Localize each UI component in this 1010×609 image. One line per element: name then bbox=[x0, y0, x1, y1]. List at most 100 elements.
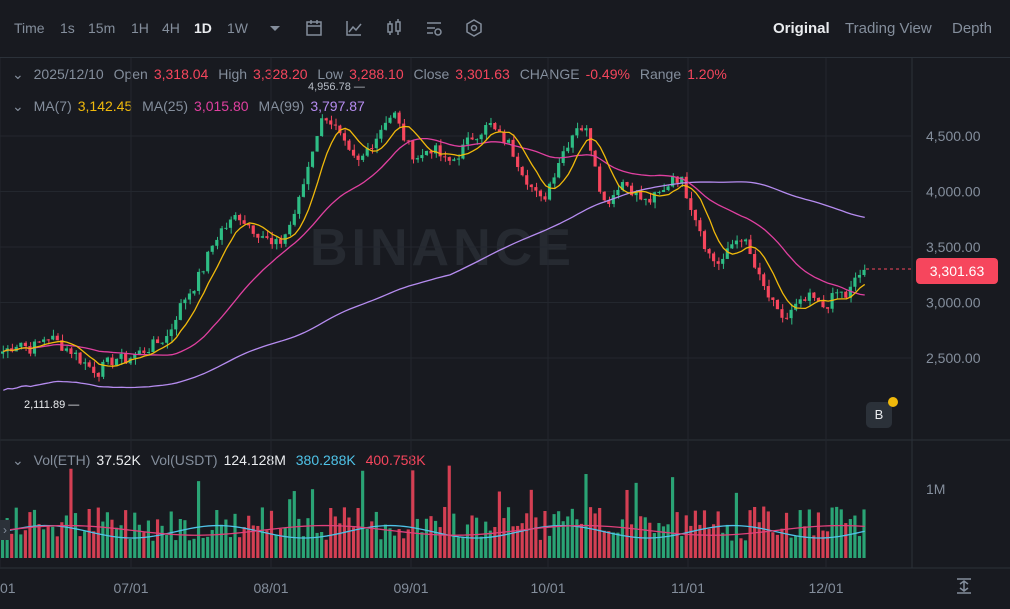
view-tradingview[interactable]: Trading View bbox=[845, 20, 932, 37]
volume-bar bbox=[23, 530, 27, 558]
volume-bar bbox=[247, 515, 251, 558]
candle-body bbox=[666, 186, 670, 191]
volume-bar bbox=[625, 489, 629, 558]
vol-legend: ⌄ Vol(ETH) 37.52K Vol(USDT) 124.128M 380.2… bbox=[12, 452, 432, 469]
candle-body bbox=[465, 137, 470, 145]
volume-bar bbox=[187, 540, 192, 558]
view-depth[interactable]: Depth bbox=[952, 20, 993, 37]
volume-bar bbox=[238, 537, 242, 558]
range-label: Range bbox=[639, 66, 682, 82]
settings-list-icon[interactable] bbox=[424, 18, 444, 38]
volume-bar bbox=[14, 507, 18, 558]
interval-1h[interactable]: 1H bbox=[131, 20, 149, 36]
price-tick-label: 4,000.00 bbox=[926, 184, 981, 200]
volume-bar bbox=[315, 532, 319, 558]
ma99-value: 3,797.87 bbox=[310, 98, 365, 114]
volume-bar bbox=[55, 536, 59, 558]
candle-body bbox=[411, 140, 415, 160]
legend-toggle-icon[interactable]: ⌄ bbox=[12, 66, 24, 82]
vol-toggle-icon[interactable]: ⌄ bbox=[12, 452, 24, 468]
time-tick-label: 09/01 bbox=[393, 580, 428, 596]
volume-bar bbox=[452, 513, 456, 558]
candle-body bbox=[315, 136, 319, 152]
volume-bar bbox=[60, 522, 64, 558]
candle-body bbox=[680, 176, 684, 183]
interval-15m[interactable]: 15m bbox=[88, 20, 116, 36]
volume-bar bbox=[611, 532, 615, 558]
volume-bar bbox=[484, 521, 488, 558]
candle-body bbox=[771, 297, 775, 300]
candle-body bbox=[716, 261, 720, 264]
volume-bar bbox=[155, 519, 160, 558]
interval-time[interactable]: Time bbox=[14, 20, 45, 36]
volume-bar bbox=[210, 529, 214, 558]
volume-bar bbox=[816, 512, 821, 558]
candles-icon[interactable] bbox=[384, 18, 404, 38]
volume-bar bbox=[10, 533, 14, 558]
volume-bar bbox=[602, 530, 606, 558]
candle-body bbox=[502, 132, 506, 143]
candle-body bbox=[392, 112, 397, 118]
candle-body bbox=[812, 292, 816, 298]
volume-bar bbox=[383, 524, 388, 558]
volume-bar bbox=[534, 517, 538, 558]
volume-bar bbox=[434, 520, 438, 558]
candle-body bbox=[269, 237, 274, 245]
candle-body bbox=[5, 348, 9, 352]
candle-body bbox=[547, 183, 552, 200]
volume-bar bbox=[689, 525, 693, 558]
price-tick-label: 3,000.00 bbox=[926, 295, 981, 311]
candle-body bbox=[406, 140, 410, 142]
volume-bar bbox=[347, 517, 351, 558]
interval-1s[interactable]: 1s bbox=[60, 20, 75, 36]
volume-bar bbox=[392, 535, 397, 558]
volume-bar bbox=[470, 515, 474, 558]
volume-bar bbox=[406, 529, 410, 558]
hexagon-icon[interactable] bbox=[464, 18, 484, 38]
candle-body bbox=[721, 258, 725, 264]
volume-bar bbox=[411, 470, 415, 558]
candle-body bbox=[219, 228, 223, 240]
candle-body bbox=[415, 158, 419, 160]
candle-body bbox=[456, 158, 460, 160]
scroll-left-handle[interactable]: › bbox=[0, 520, 10, 540]
candle-body bbox=[210, 245, 214, 252]
volume-bar bbox=[456, 537, 460, 558]
line-chart-icon[interactable] bbox=[344, 18, 364, 38]
view-original[interactable]: Original bbox=[773, 20, 830, 37]
volume-bar bbox=[639, 516, 643, 558]
volume-bar bbox=[306, 518, 310, 558]
fit-axis-icon[interactable] bbox=[954, 576, 974, 596]
price-tick-label: 3,500.00 bbox=[926, 239, 981, 255]
interval-4h[interactable]: 4H bbox=[162, 20, 180, 36]
interval-1w[interactable]: 1W bbox=[227, 20, 248, 36]
volume-bar bbox=[269, 510, 274, 558]
volume-bar bbox=[242, 527, 246, 558]
indicator-badge-icon[interactable]: B bbox=[866, 402, 892, 428]
candle-body bbox=[297, 196, 301, 214]
candle-body bbox=[835, 292, 839, 294]
volume-bar bbox=[525, 513, 529, 558]
volume-bar bbox=[734, 492, 738, 558]
candle-body bbox=[538, 190, 542, 197]
candle-body bbox=[370, 148, 374, 150]
calendar-icon[interactable] bbox=[304, 18, 324, 38]
candle-body bbox=[780, 309, 784, 318]
chevron-down-icon[interactable] bbox=[265, 18, 285, 38]
ma-toggle-icon[interactable]: ⌄ bbox=[12, 98, 24, 114]
candle-body bbox=[484, 125, 488, 135]
volume-bar bbox=[830, 507, 834, 558]
candle-body bbox=[529, 184, 533, 188]
interval-1d[interactable]: 1D bbox=[194, 20, 212, 36]
candle-body bbox=[639, 191, 643, 200]
volume-bar bbox=[133, 512, 137, 558]
candle-body bbox=[830, 293, 834, 309]
time-tick-label: 11/01 bbox=[671, 580, 705, 596]
volume-bar bbox=[848, 519, 852, 558]
volume-bar bbox=[69, 468, 73, 558]
volume-bar bbox=[680, 536, 684, 558]
candle-body bbox=[753, 254, 757, 268]
volume-bar bbox=[114, 527, 119, 558]
candle-body bbox=[798, 299, 802, 304]
volume-bar bbox=[251, 525, 255, 558]
